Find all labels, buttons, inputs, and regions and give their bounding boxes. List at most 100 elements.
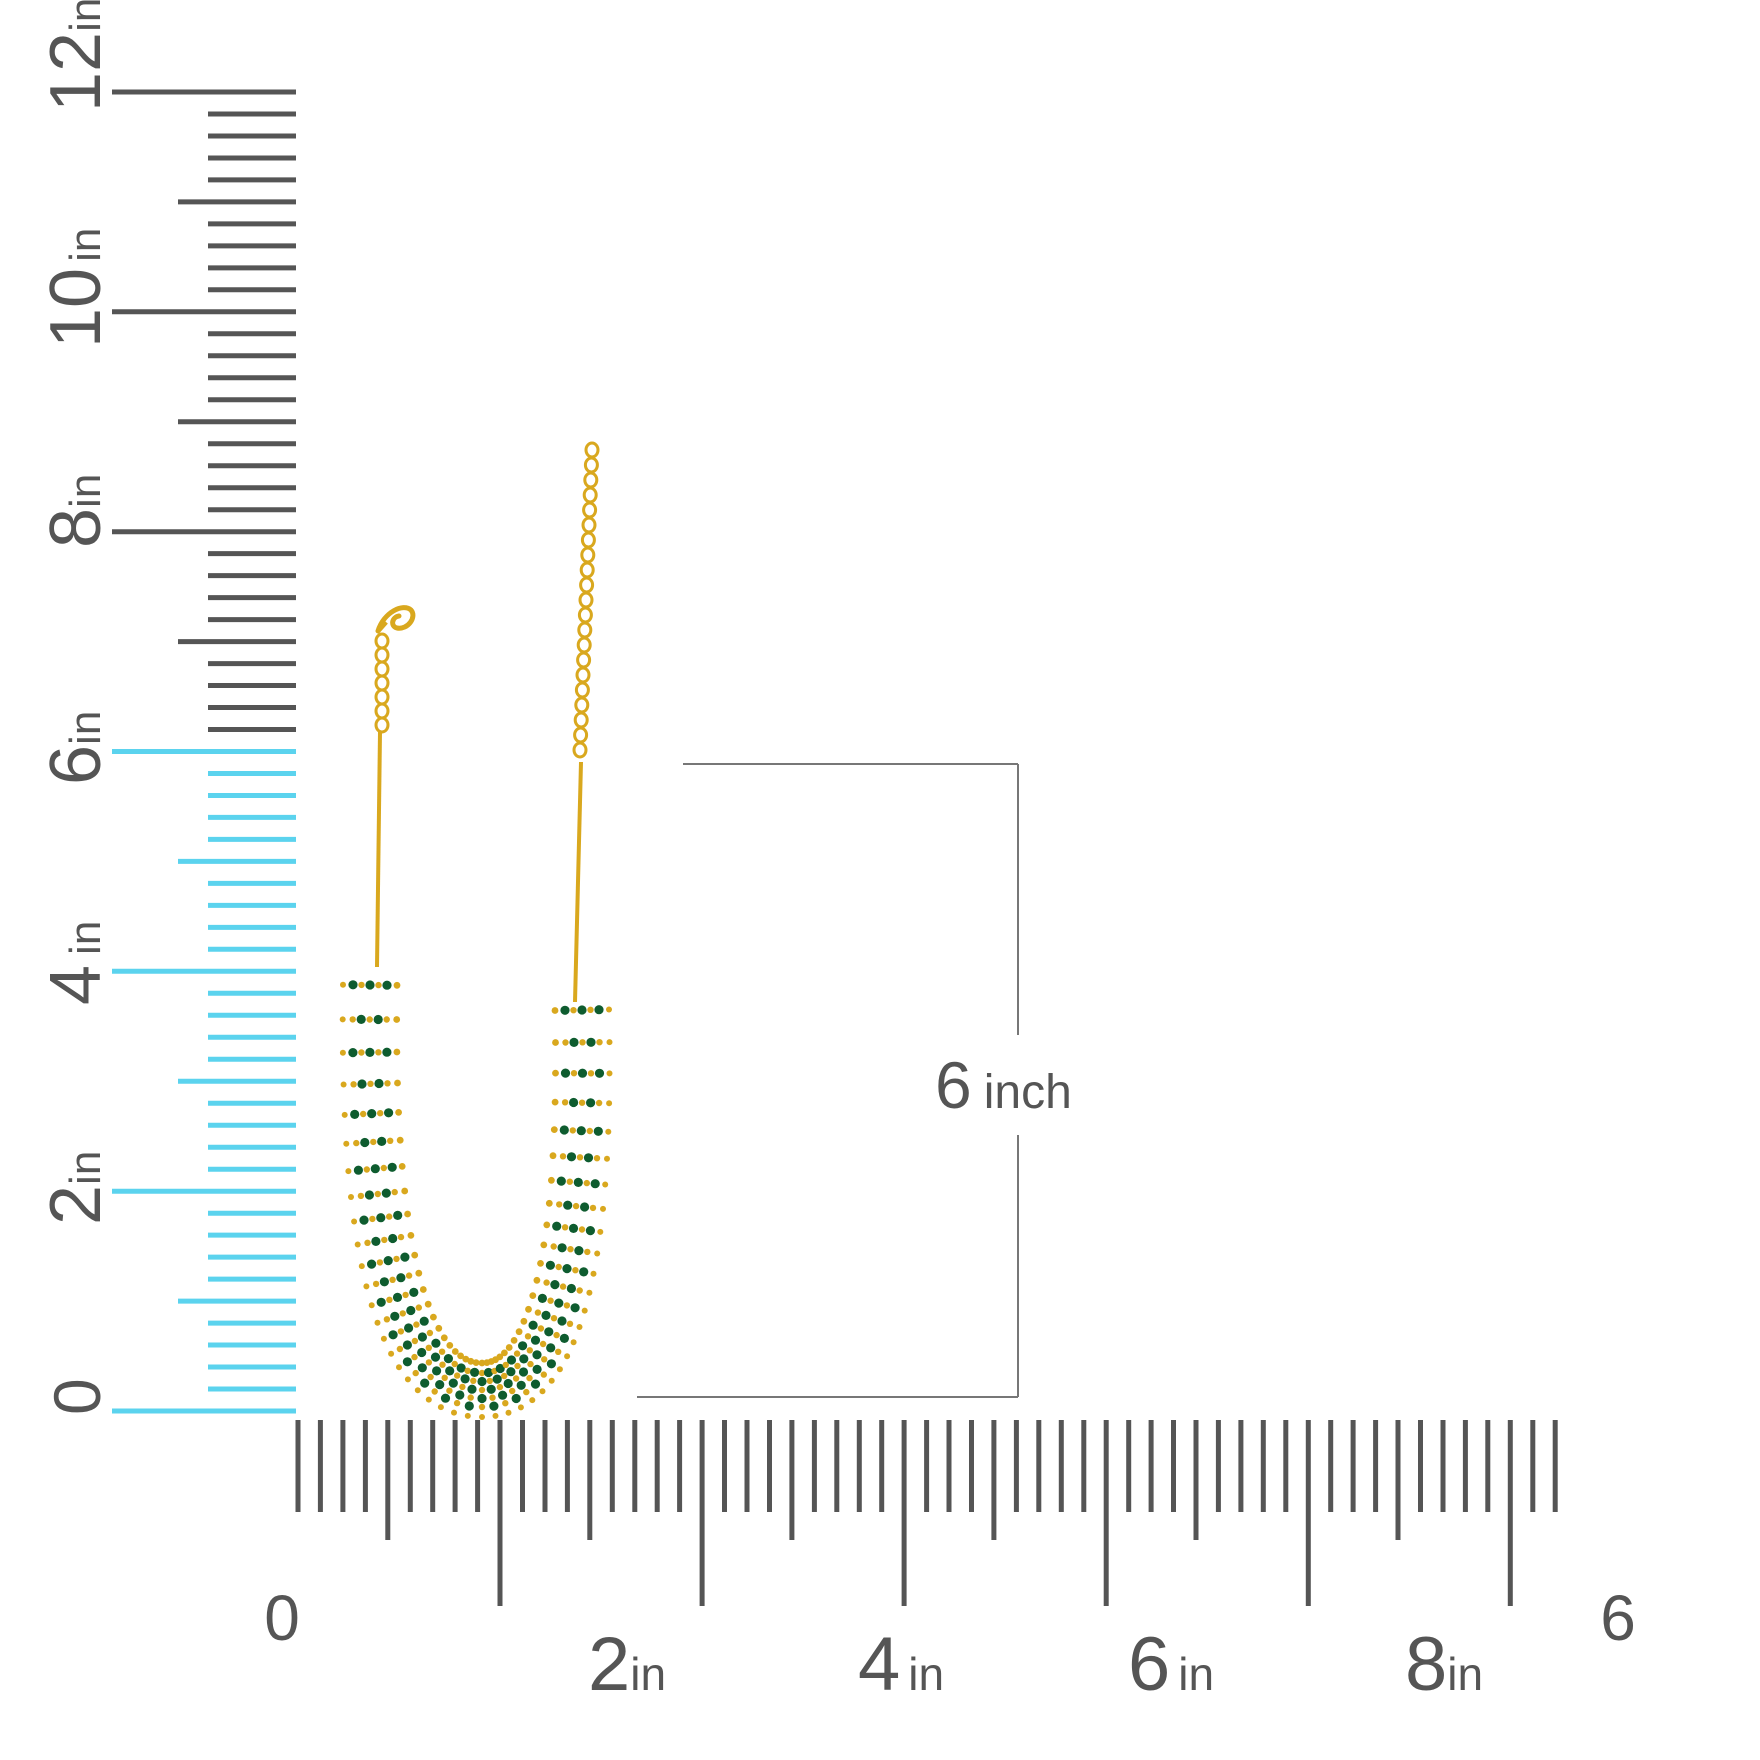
gold-drop bbox=[543, 1221, 551, 1229]
gold-bead bbox=[486, 1377, 493, 1385]
gold-bead bbox=[451, 1360, 458, 1368]
emerald-stone bbox=[392, 1292, 403, 1302]
gold-drop bbox=[478, 1359, 486, 1367]
emerald-stone bbox=[370, 1164, 380, 1174]
gold-bead bbox=[569, 1127, 576, 1134]
gold-drop bbox=[552, 1069, 559, 1077]
gold-bead bbox=[539, 1340, 547, 1348]
gold-drop bbox=[393, 1048, 401, 1056]
gold-bead bbox=[478, 1369, 486, 1377]
emerald-stone bbox=[519, 1354, 529, 1364]
emerald-stone bbox=[353, 1165, 363, 1175]
gold-bead bbox=[547, 1297, 554, 1304]
emerald-stone bbox=[388, 1330, 398, 1340]
emerald-stone bbox=[376, 1297, 386, 1307]
gold-bead bbox=[489, 1394, 496, 1401]
gold-bead bbox=[389, 1276, 396, 1284]
gold-bead bbox=[431, 1388, 438, 1395]
gold-bead bbox=[405, 1272, 413, 1279]
emerald-stone bbox=[560, 1068, 571, 1078]
gold-bead bbox=[589, 1204, 597, 1212]
emerald-stone bbox=[359, 1215, 369, 1225]
gold-bead bbox=[383, 1016, 390, 1023]
emerald-stone bbox=[532, 1350, 542, 1360]
gold-bead bbox=[357, 1192, 365, 1200]
emerald-stone bbox=[573, 1177, 583, 1187]
gold-drop bbox=[597, 1228, 604, 1235]
gold-bead bbox=[555, 1263, 562, 1271]
gold-bead bbox=[397, 1328, 405, 1335]
emerald-stone bbox=[580, 1202, 590, 1212]
gold-drop bbox=[501, 1349, 508, 1357]
gold-bead bbox=[578, 1226, 586, 1233]
emerald-stone bbox=[406, 1305, 416, 1316]
gold-bead bbox=[425, 1344, 432, 1352]
gold-bead bbox=[375, 1049, 382, 1056]
gold-bead bbox=[467, 1394, 474, 1401]
gold-bead bbox=[570, 1070, 578, 1077]
emerald-stone bbox=[593, 1126, 603, 1136]
gold-bead bbox=[446, 1387, 453, 1394]
emerald-stone bbox=[381, 1188, 391, 1198]
emerald-stone bbox=[367, 1259, 377, 1269]
emerald-stone bbox=[568, 1223, 579, 1233]
gold-bead bbox=[509, 1387, 516, 1395]
gold-bead bbox=[543, 1279, 550, 1286]
emerald-stone bbox=[357, 1079, 367, 1089]
gold-drop bbox=[550, 1126, 558, 1133]
gold-bead bbox=[572, 1202, 580, 1210]
emerald-stone bbox=[417, 1332, 427, 1342]
gold-drop bbox=[358, 1263, 365, 1270]
emerald-stone bbox=[348, 980, 358, 990]
vruler-label-8in: 8in bbox=[36, 474, 116, 548]
emerald-stone bbox=[448, 1378, 458, 1388]
emerald-stone bbox=[348, 1048, 358, 1058]
vruler-label-10in: 10in bbox=[36, 228, 116, 348]
gold-drop bbox=[404, 1210, 411, 1218]
gold-bead bbox=[550, 1315, 558, 1322]
gold-bead bbox=[496, 1383, 504, 1391]
gold-bead bbox=[369, 1215, 376, 1223]
emerald-stone bbox=[577, 1005, 587, 1015]
gold-drop bbox=[520, 1317, 528, 1325]
gold-bead bbox=[478, 1386, 486, 1394]
gold-drop bbox=[548, 1377, 555, 1384]
gold-bead bbox=[439, 1361, 446, 1368]
gold-bead bbox=[502, 1361, 509, 1369]
emerald-stone bbox=[477, 1376, 487, 1387]
gold-bead bbox=[584, 1248, 591, 1256]
vertical-ruler-labels: 0 2in 4in 6in 8in 10in 12in bbox=[36, 0, 116, 1415]
gold-bead bbox=[540, 1371, 547, 1378]
gold-bead bbox=[464, 1367, 471, 1375]
emerald-stone bbox=[566, 1283, 577, 1294]
gold-bead bbox=[393, 1255, 400, 1263]
gold-drop bbox=[464, 1412, 471, 1419]
gold-bead bbox=[375, 981, 382, 989]
gold-drop bbox=[576, 1324, 583, 1330]
emerald-stone bbox=[383, 1256, 393, 1266]
gold-bead bbox=[524, 1333, 532, 1340]
gold-bead bbox=[527, 1360, 534, 1368]
gold-bead bbox=[402, 1291, 409, 1299]
gold-bead bbox=[396, 1345, 404, 1353]
gold-drop bbox=[515, 1328, 523, 1336]
gold-bead bbox=[513, 1350, 521, 1357]
emerald-stone bbox=[379, 1277, 389, 1287]
gold-bead bbox=[578, 1099, 586, 1106]
gold-drop bbox=[517, 1404, 524, 1411]
gold-bead bbox=[501, 1372, 508, 1380]
emerald-stone bbox=[456, 1363, 466, 1373]
hruler-label-6in: 6 in bbox=[1128, 1622, 1214, 1707]
emerald-stone bbox=[435, 1380, 445, 1390]
emerald-stone bbox=[585, 1226, 596, 1236]
emerald-stone bbox=[546, 1359, 557, 1369]
gold-drop bbox=[446, 1342, 454, 1349]
gold-bead bbox=[514, 1362, 521, 1370]
hruler-label-0: 0 bbox=[264, 1582, 300, 1654]
gold-drop bbox=[606, 1100, 613, 1107]
lobster-clasp-icon bbox=[375, 605, 416, 634]
gold-drop bbox=[529, 1397, 536, 1404]
gold-drop bbox=[345, 1168, 352, 1175]
gold-drop bbox=[424, 1300, 432, 1308]
gold-bead bbox=[353, 1139, 360, 1147]
